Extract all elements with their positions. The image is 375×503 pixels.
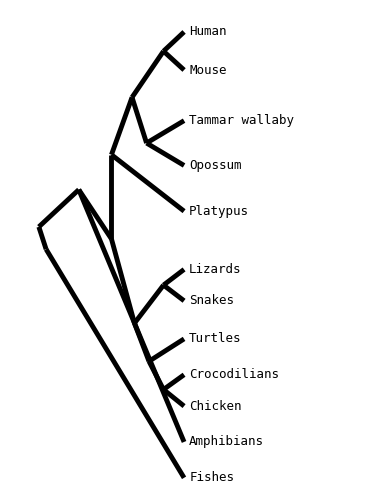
Text: Human: Human [189,26,226,38]
Text: Snakes: Snakes [189,294,234,307]
Text: Mouse: Mouse [189,63,226,76]
Text: Platypus: Platypus [189,205,249,218]
Text: Chicken: Chicken [189,399,242,412]
Text: Turtles: Turtles [189,332,242,346]
Text: Fishes: Fishes [189,471,234,484]
Text: Tammar wallaby: Tammar wallaby [189,114,294,127]
Text: Opossum: Opossum [189,159,242,172]
Text: Amphibians: Amphibians [189,436,264,449]
Text: Lizards: Lizards [189,263,242,276]
Text: Crocodilians: Crocodilians [189,368,279,381]
